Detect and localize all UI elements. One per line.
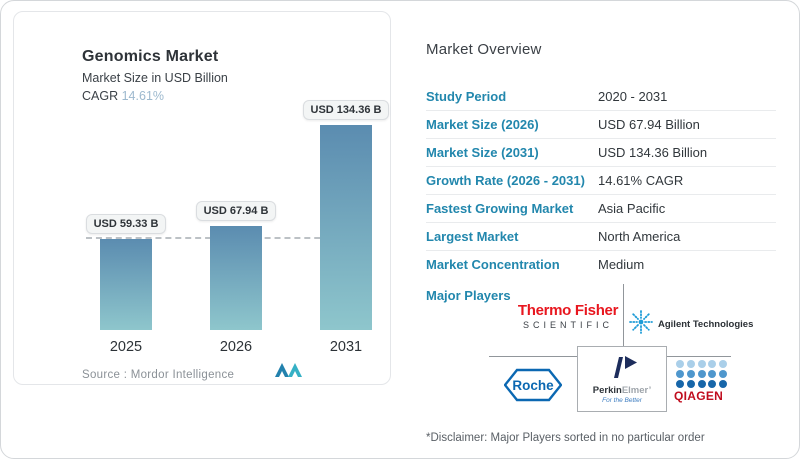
- chart-cagr-line: CAGR 14.61%: [82, 89, 390, 103]
- bar-group-2026: USD 67.94 B 2026: [195, 201, 277, 359]
- overview-row-market-size-2031: Market Size (2031) USD 134.36 Billion: [426, 139, 776, 167]
- overview-row-market-size-2026: Market Size (2026) USD 67.94 Billion: [426, 111, 776, 139]
- overview-row-growth-rate: Growth Rate (2026 - 2031) 14.61% CAGR: [426, 167, 776, 195]
- qiagen-wordmark: QIAGEN: [674, 389, 724, 403]
- chart-subtitle: Market Size in USD Billion: [82, 71, 228, 85]
- overview-heading: Market Overview: [426, 41, 542, 58]
- agilent-logo: Agilent Technologies: [629, 310, 753, 339]
- overview-row-study-period: Study Period 2020 - 2031: [426, 83, 776, 111]
- overview-row-value: Asia Pacific: [598, 201, 666, 216]
- major-players-logo-grid: Thermo Fisher SCIENTIFIC: [486, 284, 768, 418]
- overview-row-value: USD 67.94 Billion: [598, 117, 700, 132]
- bar-chart: USD 59.33 B 2025 USD 67.94 B 2026 USD 13…: [85, 100, 390, 359]
- bar-group-2031: USD 134.36 B 2031: [302, 100, 390, 359]
- overview-table: Study Period 2020 - 2031 Market Size (20…: [426, 83, 776, 278]
- overview-row-value: USD 134.36 Billion: [598, 145, 708, 160]
- overview-row-label: Market Size (2026): [426, 117, 539, 132]
- bar-value-label-2026: USD 67.94 B: [195, 201, 277, 221]
- disclaimer-text: *Disclaimer: Major Players sorted in no …: [426, 432, 705, 444]
- source-row: Source : Mordor Intelligence: [82, 363, 368, 385]
- thermo-fisher-wordmark: Thermo Fisher: [517, 302, 619, 319]
- overview-row-label: Study Period: [426, 89, 507, 104]
- overview-row-market-concentration: Market Concentration Medium: [426, 251, 776, 278]
- perkinelmer-logo: PerkinElmer’ For the Better: [577, 346, 667, 412]
- thermo-fisher-scientific-text: SCIENTIFIC: [522, 320, 613, 330]
- qiagen-dots-icon: [676, 360, 728, 388]
- overview-row-value: North America: [598, 229, 681, 244]
- overview-row-label: Growth Rate (2026 - 2031): [426, 173, 585, 188]
- major-players-label: Major Players: [426, 288, 511, 303]
- perkinelmer-wordmark: PerkinElmer’: [592, 384, 652, 396]
- roche-logo: Roche: [503, 368, 563, 407]
- mordor-intelligence-logo-icon: [274, 363, 304, 383]
- genomics-market-chart-card: Genomics Market Market Size in USD Billi…: [13, 11, 391, 385]
- logo-horizontal-line-right: [667, 356, 731, 357]
- overview-row-label: Market Concentration: [426, 257, 560, 272]
- source-text: Source : Mordor Intelligence: [82, 369, 235, 381]
- perkinelmer-tagline: For the Better: [602, 396, 642, 404]
- logo-vertical-divider: [623, 284, 624, 347]
- cagr-label: CAGR: [82, 89, 119, 103]
- overview-row-label: Fastest Growing Market: [426, 201, 574, 216]
- bar-value-label-2031: USD 134.36 B: [302, 100, 390, 120]
- thermo-fisher-logo: Thermo Fisher SCIENTIFIC: [514, 302, 622, 330]
- overview-row-value: 2020 - 2031: [598, 89, 668, 104]
- overview-row-fastest-growing-market: Fastest Growing Market Asia Pacific: [426, 195, 776, 223]
- bar-2031: [320, 125, 372, 330]
- perkinelmer-icon: [607, 355, 637, 384]
- overview-row-value: Medium: [598, 257, 645, 272]
- chart-title: Genomics Market: [82, 48, 219, 65]
- logo-horizontal-line-left: [489, 356, 577, 357]
- cagr-value: 14.61%: [121, 89, 165, 103]
- chart-header: Genomics Market Market Size in USD Billi…: [14, 12, 390, 103]
- x-axis-label-2026: 2026: [219, 339, 253, 355]
- market-overview-panel: Market Overview Study Period 2020 - 2031…: [426, 41, 776, 444]
- bar-value-label-2025: USD 59.33 B: [85, 214, 167, 234]
- agilent-wordmark: Agilent Technologies: [658, 319, 754, 330]
- major-players-section: Major Players Thermo Fisher SCIENTIFIC: [426, 284, 776, 426]
- bar-group-2025: USD 59.33 B 2025: [85, 214, 167, 359]
- roche-wordmark: Roche: [512, 378, 554, 393]
- overview-row-label: Market Size (2031): [426, 145, 539, 160]
- bar-2026: [210, 226, 262, 330]
- qiagen-logo: QIAGEN: [674, 360, 730, 403]
- x-axis-label-2031: 2031: [329, 339, 363, 355]
- bar-2025: [100, 239, 152, 330]
- x-axis-label-2025: 2025: [109, 339, 143, 355]
- overview-row-value: 14.61% CAGR: [598, 173, 684, 188]
- overview-row-label: Largest Market: [426, 229, 519, 244]
- agilent-spark-icon: [629, 310, 653, 339]
- overview-row-largest-market: Largest Market North America: [426, 223, 776, 251]
